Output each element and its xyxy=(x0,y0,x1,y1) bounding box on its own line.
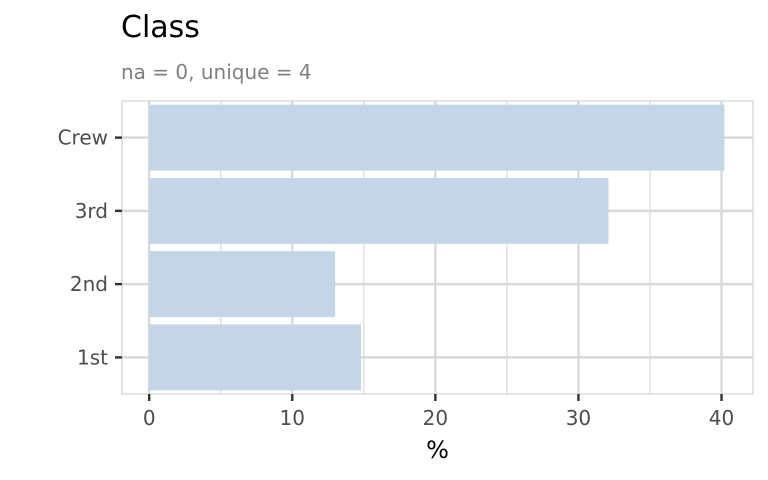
x-axis: 0 10 20 30 40 xyxy=(143,394,734,430)
bars xyxy=(149,104,725,391)
bar-crew xyxy=(149,104,725,171)
bar-2nd xyxy=(149,251,336,318)
x-tick-label: 40 xyxy=(709,406,734,430)
chart-title: Class xyxy=(121,10,200,45)
bar-3rd xyxy=(149,177,609,244)
y-tick-label: Crew xyxy=(58,126,108,150)
bar-1st xyxy=(149,324,361,391)
chart-subtitle: na = 0, unique = 4 xyxy=(121,60,312,84)
x-tick-label: 20 xyxy=(423,406,448,430)
x-tick-label: 0 xyxy=(143,406,156,430)
y-tick-label: 1st xyxy=(77,345,108,369)
y-axis: 1st 2nd 3rd Crew xyxy=(58,126,122,369)
y-tick-label: 2nd xyxy=(70,272,108,296)
x-tick-label: 10 xyxy=(280,406,305,430)
y-tick-label: 3rd xyxy=(75,199,108,223)
x-tick-label: 30 xyxy=(566,406,591,430)
panel-border xyxy=(121,100,754,395)
x-axis-title: % xyxy=(426,436,449,464)
